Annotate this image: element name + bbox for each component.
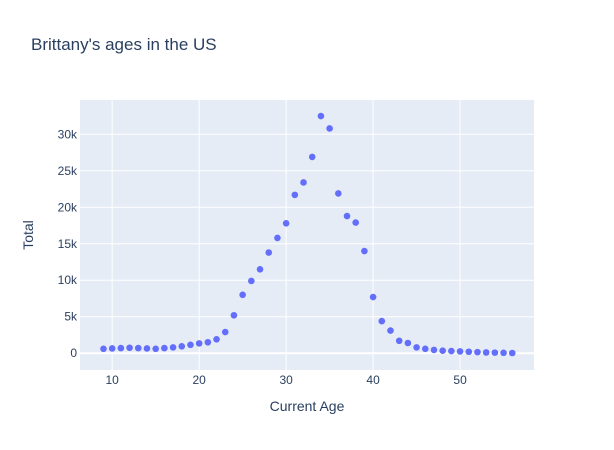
data-point — [465, 348, 473, 356]
data-point — [134, 344, 142, 352]
data-point — [482, 349, 490, 356]
data-point — [369, 293, 377, 301]
x-tick-labels: 10 20 30 40 50 — [106, 373, 468, 387]
data-point — [439, 347, 446, 354]
data-point — [352, 219, 360, 226]
data-point — [335, 190, 342, 197]
data-point — [395, 337, 403, 345]
data-point — [265, 249, 273, 256]
data-point — [317, 112, 325, 120]
x-tick-label: 10 — [106, 373, 120, 387]
data-points — [100, 112, 516, 357]
data-point — [126, 344, 133, 352]
data-point — [248, 277, 255, 285]
y-tick-label: 5k — [64, 310, 78, 324]
data-point — [221, 328, 229, 336]
data-point — [387, 327, 394, 334]
data-point — [274, 234, 281, 242]
data-point — [108, 345, 116, 352]
data-point — [421, 345, 429, 353]
data-point — [456, 348, 464, 355]
y-tick-label: 25k — [58, 164, 78, 178]
y-tick-label: 15k — [58, 237, 78, 251]
data-point — [152, 345, 159, 353]
data-point — [474, 348, 481, 356]
data-point — [448, 347, 455, 355]
y-tick-label: 10k — [58, 273, 78, 287]
data-point — [378, 317, 386, 325]
data-point — [404, 339, 412, 347]
data-point — [213, 336, 220, 343]
data-point — [508, 349, 516, 357]
data-point — [100, 345, 107, 353]
data-point — [361, 247, 368, 255]
data-point — [326, 125, 333, 132]
data-point — [300, 179, 307, 186]
plot-area — [80, 100, 534, 370]
data-point — [413, 344, 420, 351]
y-tick-labels: 0 5k 10k 15k 20k 25k 30k — [58, 127, 78, 360]
x-tick-label: 20 — [192, 373, 206, 387]
y-axis-title: Total — [20, 220, 36, 250]
data-point — [491, 349, 499, 356]
data-point — [178, 342, 186, 350]
x-tick-label: 50 — [453, 373, 467, 387]
data-point — [195, 340, 203, 347]
data-point — [230, 311, 238, 319]
x-axis-title: Current Age — [270, 398, 345, 414]
data-point — [239, 291, 246, 299]
x-grid-lines — [111, 100, 461, 370]
data-point — [204, 338, 212, 346]
y-tick-label: 30k — [58, 127, 78, 141]
data-point — [282, 220, 290, 227]
chart-title: Brittany's ages in the US — [31, 35, 217, 54]
data-point — [256, 265, 264, 273]
data-point — [117, 344, 125, 352]
x-tick-label: 30 — [279, 373, 293, 387]
data-point — [161, 344, 168, 352]
y-tick-label: 20k — [58, 200, 78, 214]
y-tick-label: 0 — [70, 346, 77, 360]
data-point — [308, 153, 316, 161]
data-point — [500, 349, 507, 357]
data-point — [430, 346, 438, 354]
data-point — [187, 341, 194, 349]
data-point — [343, 212, 351, 220]
x-tick-label: 40 — [366, 373, 380, 387]
data-point — [169, 344, 177, 351]
data-point — [291, 191, 299, 199]
data-point — [143, 345, 151, 352]
